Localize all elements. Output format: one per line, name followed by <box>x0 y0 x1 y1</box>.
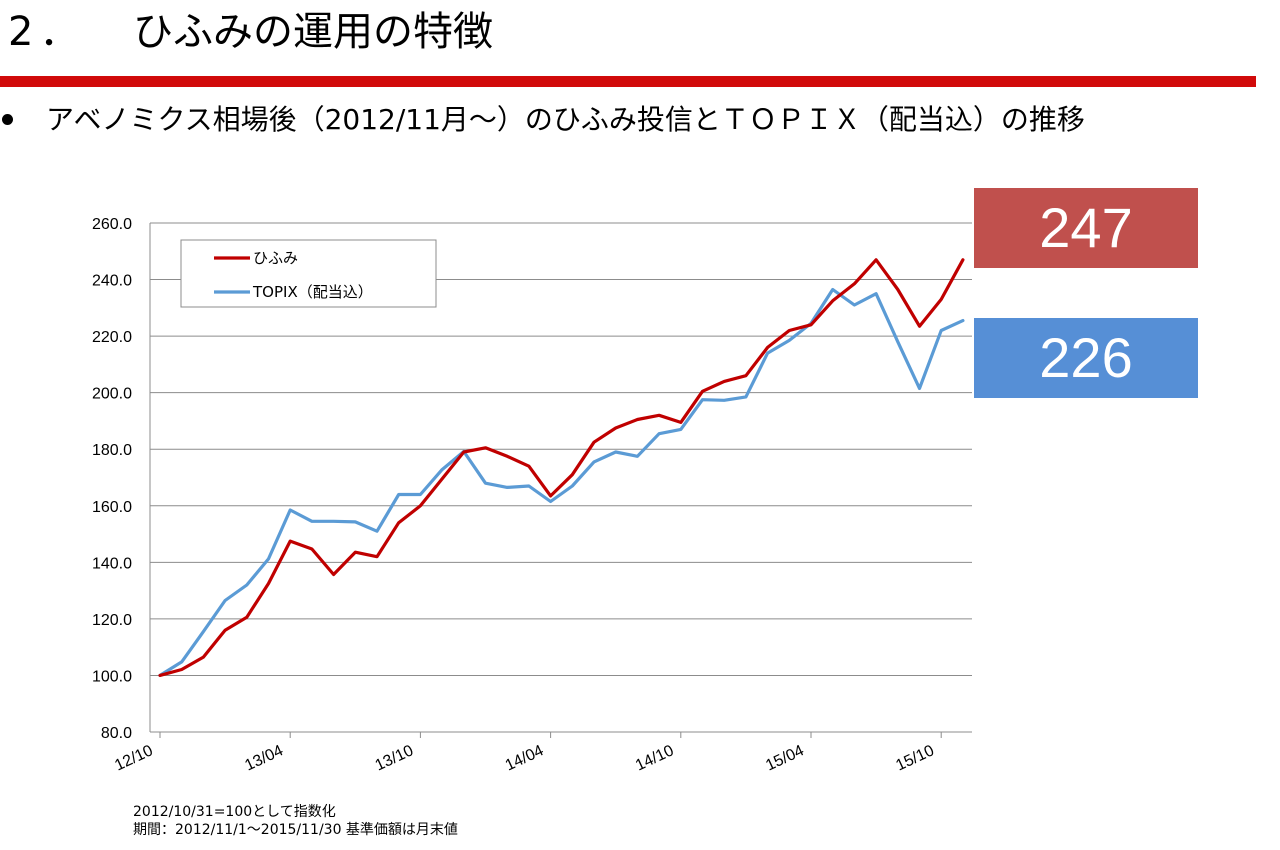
chart-legend: ひふみ TOPIX（配当込） <box>180 239 437 308</box>
topix-final-value-callout: 226 <box>974 318 1198 398</box>
x-tick-label: 13/04 <box>242 742 286 774</box>
y-tick-label: 100.0 <box>92 668 132 685</box>
x-tick-label: 14/10 <box>633 742 677 774</box>
y-tick-label: 200.0 <box>92 386 132 403</box>
y-tick-label: 160.0 <box>92 499 132 516</box>
chart-series <box>158 258 965 678</box>
x-tick-label: 15/04 <box>763 742 807 774</box>
x-tick-label: 12/10 <box>112 742 156 774</box>
x-tick-label: 15/10 <box>893 742 937 774</box>
legend-label-topix: TOPIX（配当込） <box>252 283 373 301</box>
bullet-icon <box>2 114 13 125</box>
hifumi-final-value-callout: 247 <box>974 188 1198 268</box>
y-tick-label: 80.0 <box>101 725 132 742</box>
series-line-hifumi <box>158 258 965 678</box>
x-tick-label: 13/10 <box>373 742 417 774</box>
y-tick-label: 180.0 <box>92 442 132 459</box>
y-tick-label: 120.0 <box>92 612 132 629</box>
x-tick-label: 14/04 <box>503 742 547 774</box>
page-title: ひふみの運用の特徴 <box>133 9 493 55</box>
section-number: 2． <box>8 9 86 55</box>
footnote-index-basis: 2012/10/31=100として指数化 <box>133 804 336 820</box>
bullet-text: アベノミクス相場後（2012/11月～）のひふみ投信とＴＯＰＩＸ（配当込）の推移 <box>46 103 1085 136</box>
title-divider <box>0 76 1256 87</box>
y-tick-label: 260.0 <box>92 216 132 233</box>
y-tick-label: 220.0 <box>92 329 132 346</box>
y-tick-label: 240.0 <box>92 273 132 290</box>
footnote-period: 期間：2012/11/1～2015/11/30 基準価額は月末値 <box>133 822 458 838</box>
chart-grid <box>150 222 972 733</box>
y-tick-label: 140.0 <box>92 555 132 572</box>
legend-box <box>180 239 437 308</box>
series-line-topix <box>158 287 965 678</box>
legend-label-hifumi: ひふみ <box>253 249 298 267</box>
